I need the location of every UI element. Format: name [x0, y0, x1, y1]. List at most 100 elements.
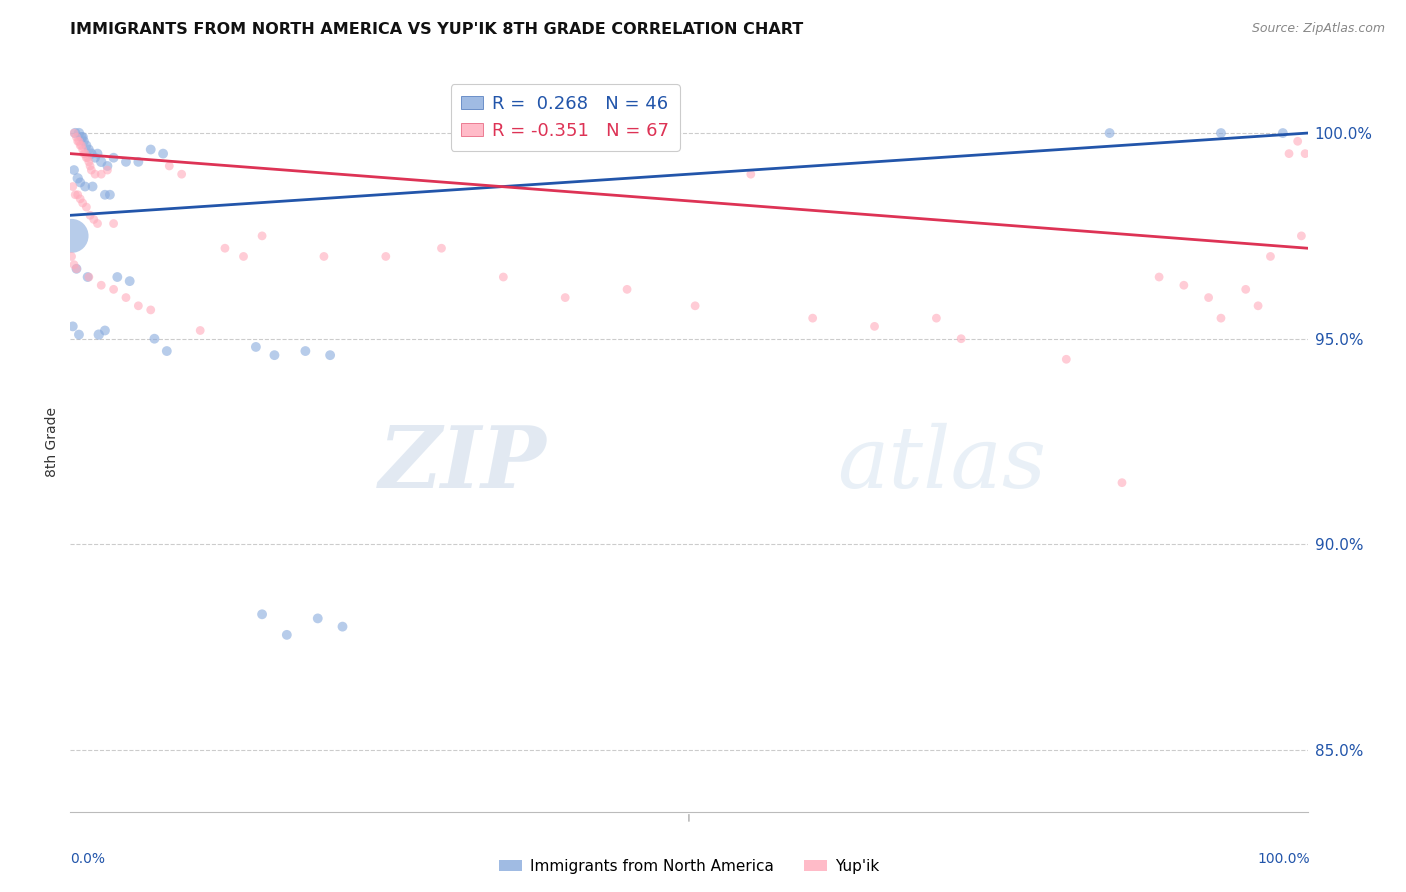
- Point: [276, 628, 298, 642]
- Point: [492, 270, 515, 285]
- Point: [94, 323, 117, 337]
- Point: [98, 187, 121, 202]
- Point: [63, 258, 86, 272]
- Point: [69, 175, 91, 189]
- Point: [950, 332, 973, 346]
- Point: [73, 146, 96, 161]
- Point: [139, 143, 162, 157]
- Point: [77, 143, 100, 157]
- Point: [75, 138, 97, 153]
- Point: [65, 261, 87, 276]
- Legend: Immigrants from North America, Yup'ik: Immigrants from North America, Yup'ik: [494, 853, 884, 880]
- Point: [96, 159, 118, 173]
- Point: [156, 344, 179, 359]
- Point: [75, 179, 97, 194]
- Point: [70, 138, 93, 153]
- Point: [76, 151, 98, 165]
- Point: [66, 134, 89, 148]
- Point: [1054, 352, 1077, 367]
- Point: [250, 607, 273, 622]
- Point: [65, 261, 87, 276]
- Point: [188, 323, 211, 337]
- Text: 100.0%: 100.0%: [1258, 852, 1310, 866]
- Point: [80, 146, 103, 161]
- Point: [77, 270, 100, 285]
- Point: [90, 154, 112, 169]
- Point: [80, 163, 103, 178]
- Text: Source: ZipAtlas.com: Source: ZipAtlas.com: [1251, 22, 1385, 36]
- Point: [152, 146, 174, 161]
- Point: [307, 611, 329, 625]
- Point: [72, 196, 94, 211]
- Point: [115, 154, 138, 169]
- Point: [77, 154, 100, 169]
- Point: [79, 159, 101, 173]
- Point: [65, 126, 87, 140]
- Point: [84, 151, 107, 165]
- Point: [90, 167, 112, 181]
- Point: [1147, 270, 1170, 285]
- Point: [157, 159, 180, 173]
- Point: [554, 291, 576, 305]
- Point: [1198, 291, 1220, 305]
- Point: [82, 179, 104, 194]
- Point: [170, 167, 193, 181]
- Point: [86, 217, 108, 231]
- Point: [69, 138, 91, 153]
- Point: [96, 163, 118, 178]
- Point: [1209, 311, 1232, 326]
- Point: [65, 187, 87, 202]
- Point: [127, 299, 149, 313]
- Point: [1173, 278, 1195, 293]
- Point: [66, 171, 89, 186]
- Point: [143, 332, 166, 346]
- Point: [1098, 126, 1121, 140]
- Point: [67, 126, 90, 140]
- Point: [1278, 146, 1301, 161]
- Point: [67, 134, 90, 148]
- Point: [232, 249, 254, 263]
- Point: [75, 146, 97, 161]
- Point: [66, 187, 89, 202]
- Point: [925, 311, 948, 326]
- Point: [263, 348, 285, 362]
- Point: [616, 282, 638, 296]
- Point: [76, 270, 98, 285]
- Point: [294, 344, 316, 359]
- Point: [105, 270, 128, 285]
- Point: [83, 212, 105, 227]
- Point: [1111, 475, 1133, 490]
- Point: [103, 217, 125, 231]
- Point: [332, 619, 354, 633]
- Point: [73, 134, 96, 148]
- Legend: R =  0.268   N = 46, R = -0.351   N = 67: R = 0.268 N = 46, R = -0.351 N = 67: [450, 84, 681, 151]
- Point: [312, 249, 335, 263]
- Point: [60, 249, 83, 263]
- Point: [139, 302, 162, 317]
- Point: [69, 192, 91, 206]
- Text: IMMIGRANTS FROM NORTH AMERICA VS YUP'IK 8TH GRADE CORRELATION CHART: IMMIGRANTS FROM NORTH AMERICA VS YUP'IK …: [70, 22, 804, 37]
- Point: [75, 151, 97, 165]
- Point: [103, 282, 125, 296]
- Text: 0.0%: 0.0%: [70, 852, 105, 866]
- Point: [90, 278, 112, 293]
- Point: [72, 143, 94, 157]
- Point: [1209, 126, 1232, 140]
- Point: [863, 319, 886, 334]
- Point: [70, 130, 93, 145]
- Point: [1260, 249, 1282, 263]
- Point: [94, 187, 117, 202]
- Point: [1286, 134, 1309, 148]
- Point: [1247, 299, 1270, 313]
- Point: [62, 319, 84, 334]
- Point: [214, 241, 236, 255]
- Point: [79, 208, 101, 222]
- Point: [103, 151, 125, 165]
- Point: [374, 249, 396, 263]
- Point: [60, 228, 83, 243]
- Point: [84, 167, 107, 181]
- Point: [115, 291, 138, 305]
- Point: [72, 130, 94, 145]
- Point: [683, 299, 706, 313]
- Y-axis label: 8th Grade: 8th Grade: [45, 407, 59, 476]
